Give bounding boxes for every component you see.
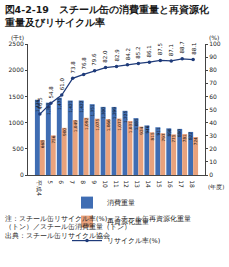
svg-text:880: 880: [177, 129, 182, 137]
svg-text:911: 911: [156, 127, 161, 135]
svg-text:1,475: 1,475: [57, 98, 62, 110]
svg-text:1,299: 1,299: [112, 107, 117, 119]
svg-text:100: 100: [209, 40, 221, 47]
svg-text:85.2: 85.2: [135, 47, 141, 59]
svg-text:822: 822: [188, 132, 193, 140]
svg-text:8: 8: [80, 180, 87, 184]
svg-text:500: 500: [12, 145, 24, 152]
svg-text:73.8: 73.8: [70, 61, 76, 74]
svg-text:90: 90: [209, 53, 217, 60]
svg-text:82.0: 82.0: [102, 50, 108, 63]
svg-text:756: 756: [51, 135, 56, 143]
svg-text:1,300: 1,300: [101, 107, 106, 119]
svg-text:(年度): (年度): [208, 183, 224, 190]
svg-text:注：スチール缶リサイクル率(%)＝スチール缶再資源化重量（ト: 注：スチール缶リサイクル率(%)＝スチール缶再資源化重量（トン）／スチール缶消費…: [5, 215, 191, 240]
svg-text:30: 30: [209, 132, 217, 139]
svg-text:平成4: 平成4: [36, 180, 43, 196]
svg-text:775: 775: [171, 134, 176, 142]
svg-text:40: 40: [209, 119, 217, 126]
svg-text:12: 12: [123, 180, 130, 188]
svg-text:724: 724: [193, 137, 198, 145]
svg-text:815: 815: [150, 132, 155, 140]
svg-text:15: 15: [156, 180, 163, 188]
svg-text:946: 946: [145, 125, 150, 133]
svg-text:84.2: 84.2: [125, 48, 131, 60]
svg-text:797: 797: [161, 133, 166, 141]
svg-text:86.1: 86.1: [146, 45, 152, 57]
svg-text:88.1: 88.1: [191, 42, 197, 54]
svg-text:668: 668: [40, 140, 45, 148]
svg-text:79.6: 79.6: [91, 53, 97, 66]
svg-text:80: 80: [209, 66, 217, 73]
svg-text:18: 18: [189, 180, 196, 188]
svg-text:再資源化重量: 再資源化重量: [107, 218, 149, 226]
svg-text:1,075: 1,075: [95, 118, 100, 130]
svg-text:17: 17: [178, 180, 185, 188]
svg-text:1,066: 1,066: [106, 119, 111, 131]
svg-text:16: 16: [167, 180, 174, 188]
svg-text:87.5: 87.5: [157, 42, 163, 55]
svg-text:1,085: 1,085: [134, 118, 139, 130]
svg-text:1,077: 1,077: [117, 118, 122, 130]
svg-text:54.8: 54.8: [48, 86, 54, 99]
svg-text:46.5: 46.5: [37, 97, 43, 110]
svg-text:61.0: 61.0: [59, 78, 65, 91]
svg-text:1,092: 1,092: [84, 118, 89, 130]
svg-text:1,225: 1,225: [123, 111, 128, 123]
svg-text:図4-2-19 スチール缶の消費重量と再資源化重量及びリサイ: 図4-2-19 スチール缶の消費重量と再資源化重量及びリサイクル率: [4, 4, 210, 27]
svg-text:1,351: 1,351: [90, 104, 95, 116]
svg-text:13: 13: [134, 180, 141, 188]
svg-text:20: 20: [209, 145, 217, 152]
svg-text:消費重量: 消費重量: [107, 199, 135, 207]
svg-text:(千t): (千t): [11, 34, 24, 41]
svg-text:50: 50: [209, 106, 217, 113]
svg-text:1,049: 1,049: [73, 120, 78, 132]
svg-text:6: 6: [58, 180, 65, 184]
svg-text:1,422: 1,422: [79, 100, 84, 112]
svg-text:リサイクル率(%): リサイクル率(%): [107, 237, 160, 245]
svg-text:1,421: 1,421: [68, 100, 73, 112]
svg-text:9: 9: [91, 180, 98, 184]
svg-text:0: 0: [209, 171, 213, 178]
svg-text:781: 781: [182, 134, 187, 142]
svg-text:5: 5: [47, 180, 54, 184]
svg-text:(%): (%): [209, 34, 219, 41]
svg-text:1000: 1000: [9, 119, 24, 126]
svg-text:87.1: 87.1: [168, 44, 174, 56]
svg-text:1,380: 1,380: [46, 103, 51, 115]
svg-text:900: 900: [62, 128, 67, 136]
svg-text:890: 890: [167, 128, 172, 136]
svg-text:1500: 1500: [9, 93, 24, 100]
svg-text:70: 70: [209, 79, 217, 86]
svg-text:76.8: 76.8: [81, 57, 87, 70]
svg-text:60: 60: [209, 93, 217, 100]
svg-text:82.9: 82.9: [114, 49, 120, 62]
svg-text:10: 10: [209, 158, 217, 165]
svg-text:88.7: 88.7: [179, 41, 185, 54]
svg-text:11: 11: [113, 180, 120, 188]
svg-text:1,031: 1,031: [128, 121, 133, 133]
svg-text:0: 0: [20, 171, 24, 178]
svg-text:14: 14: [145, 180, 152, 188]
svg-text:2000: 2000: [9, 66, 24, 73]
svg-text:924: 924: [139, 126, 144, 134]
svg-text:7: 7: [69, 180, 76, 184]
svg-text:10: 10: [102, 180, 109, 188]
svg-text:1,436: 1,436: [35, 100, 40, 112]
svg-text:2500: 2500: [9, 40, 24, 47]
